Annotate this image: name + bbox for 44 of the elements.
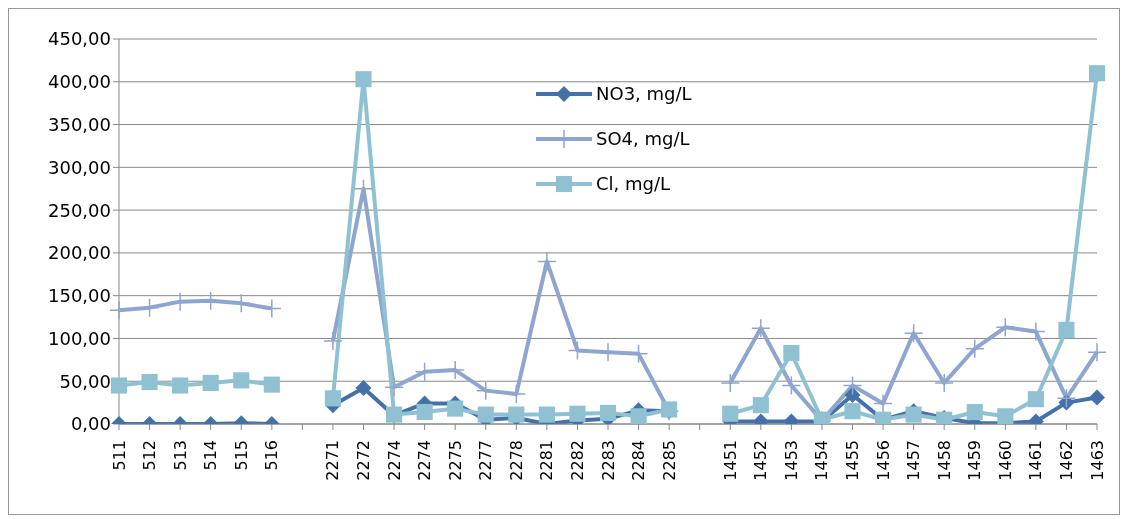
legend-label: Cl, mg/L bbox=[596, 173, 671, 194]
x-tick-label: 2274 bbox=[384, 440, 404, 481]
x-tick-label: 1461 bbox=[1026, 440, 1046, 481]
x-tick-label: 513 bbox=[170, 440, 190, 471]
x-tick-label: 1454 bbox=[812, 440, 832, 481]
x-tick-label: 1456 bbox=[873, 440, 893, 481]
y-tick-label: 350,00 bbox=[48, 113, 111, 135]
x-tick-label: 2281 bbox=[537, 440, 557, 481]
x-tick-label: 1451 bbox=[720, 440, 740, 481]
x-tick-label: 2282 bbox=[567, 440, 587, 481]
x-tick-label: 2272 bbox=[354, 440, 373, 481]
x-tick-label: 1463 bbox=[1087, 440, 1107, 481]
y-tick-label: 250,00 bbox=[48, 199, 111, 221]
y-tick-label: 0,00 bbox=[70, 413, 111, 435]
x-tick-label: 2271 bbox=[323, 440, 343, 481]
y-tick-label: 150,00 bbox=[48, 285, 111, 307]
x-tick-label: 1458 bbox=[934, 440, 954, 481]
x-tick-label: 1459 bbox=[965, 440, 985, 481]
x-tick-label: 1453 bbox=[781, 440, 801, 481]
x-tick-label: 2277 bbox=[476, 440, 496, 481]
x-tick-label: 515 bbox=[231, 440, 251, 471]
x-tick-label: 2283 bbox=[598, 440, 618, 481]
x-tick-label: 2278 bbox=[506, 440, 526, 481]
x-tick-label: 511 bbox=[109, 440, 129, 471]
y-tick-label: 100,00 bbox=[48, 327, 111, 349]
x-tick-label: 514 bbox=[201, 440, 221, 471]
y-tick-label: 400,00 bbox=[48, 71, 111, 93]
x-tick-label: 2285 bbox=[659, 440, 679, 481]
x-tick-label: 516 bbox=[262, 440, 282, 471]
x-tick-label: 1460 bbox=[995, 440, 1015, 481]
x-tick-label: 2284 bbox=[629, 440, 649, 481]
legend-label: SO4, mg/L bbox=[596, 128, 690, 149]
y-tick-label: 50,00 bbox=[59, 370, 111, 392]
y-tick-label: 300,00 bbox=[48, 156, 111, 178]
x-tick-label: 512 bbox=[140, 440, 160, 471]
y-tick-label: 450,00 bbox=[48, 28, 111, 50]
y-tick-label: 200,00 bbox=[48, 242, 111, 264]
x-tick-label: 2275 bbox=[445, 440, 465, 481]
x-tick-label: 1457 bbox=[904, 440, 924, 481]
x-tick-label: 1452 bbox=[751, 440, 771, 481]
x-tick-label: 1462 bbox=[1056, 440, 1076, 481]
x-tick-label: 2274 bbox=[415, 440, 435, 481]
x-tick-label: 1455 bbox=[843, 440, 862, 481]
legend-label: NO3, mg/L bbox=[596, 83, 692, 104]
